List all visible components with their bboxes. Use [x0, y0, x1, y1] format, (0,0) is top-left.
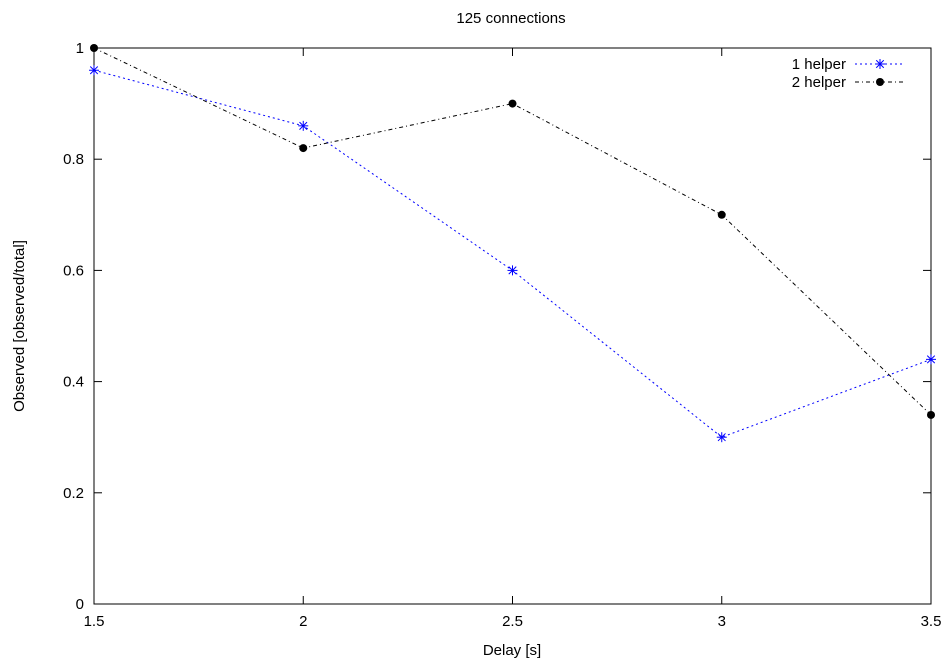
x-tick-label: 3	[718, 613, 726, 630]
y-axis: 0 0.2 0.4 0.6 0.8 1	[63, 40, 931, 613]
plot-border	[93, 47, 932, 605]
y-tick-label: 0.8	[63, 151, 84, 168]
data-point-asterisk	[716, 432, 727, 443]
legend-label: 2 helper	[792, 74, 846, 91]
series-1	[89, 65, 936, 443]
y-tick-label: 0.4	[63, 374, 84, 391]
x-tick-label: 2	[299, 613, 307, 630]
plot-area	[93, 47, 932, 605]
x-axis-label: Delay [s]	[483, 642, 541, 659]
series-line	[93, 69, 932, 438]
series-layer	[89, 44, 936, 443]
x-tick-label: 3.5	[921, 613, 942, 630]
x-tick-label: 2.5	[502, 613, 523, 630]
data-point-circle	[717, 210, 726, 219]
legend-label: 1 helper	[792, 56, 846, 73]
data-point-asterisk	[89, 65, 99, 76]
data-point-asterisk	[926, 354, 936, 365]
data-point-asterisk	[507, 265, 518, 276]
data-point-circle	[508, 99, 517, 108]
y-tick-label: 0.2	[63, 485, 84, 502]
data-point-circle	[299, 144, 308, 153]
y-tick-label: 1	[76, 40, 84, 57]
chart-title: 125 connections	[456, 10, 565, 27]
x-tick-label: 1.5	[84, 613, 105, 630]
data-point-circle	[90, 44, 98, 52]
series-line	[93, 47, 932, 416]
series-2	[90, 44, 935, 419]
y-tick-label: 0.6	[63, 262, 84, 279]
data-point-circle	[876, 78, 884, 86]
legend-item: 1 helper	[792, 56, 904, 73]
legend-item: 2 helper	[792, 74, 904, 91]
y-axis-label: Observed [observed/total]	[11, 240, 28, 412]
data-point-asterisk	[875, 59, 885, 69]
data-point-asterisk	[298, 120, 309, 131]
data-point-circle	[927, 410, 935, 419]
x-axis: 1.5 2 2.5 3 3.5	[84, 48, 942, 630]
y-tick-label: 0	[76, 596, 84, 613]
